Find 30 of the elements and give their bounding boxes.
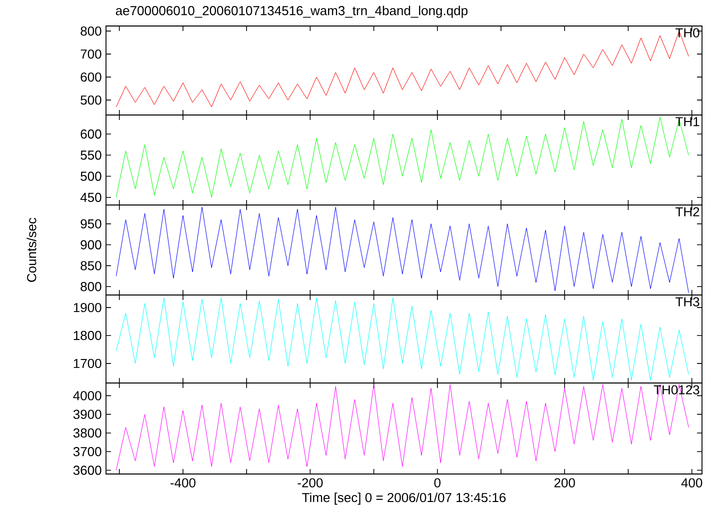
y-axis-title: Counts/sec xyxy=(26,218,36,282)
y-tick-label: 550 xyxy=(80,150,102,160)
y-tick-label: 4000 xyxy=(73,391,102,400)
y-tick-label: 3700 xyxy=(73,447,102,456)
x-tick-label: 0 xyxy=(434,478,441,488)
y-tick-label: 450 xyxy=(80,192,102,202)
y-tick-label: 600 xyxy=(80,129,102,139)
y-tick-label: 900 xyxy=(80,240,102,250)
y-tick-label: 1800 xyxy=(74,330,102,340)
series-label: TH2 xyxy=(676,207,700,216)
y-tick-label: 700 xyxy=(80,49,102,59)
y-tick-label: 850 xyxy=(80,261,102,270)
x-tick-label: 400 xyxy=(681,478,702,488)
x-tick-label: -400 xyxy=(170,478,196,488)
series-label: TH3 xyxy=(676,297,700,306)
y-tick-label: 800 xyxy=(80,26,102,36)
x-tick-label: -200 xyxy=(298,478,323,488)
y-tick-label: 600 xyxy=(80,72,102,82)
y-tick-label: 1900 xyxy=(74,302,102,312)
chart-title: ae700006010_20060107134516_wam3_trn_4band_long.qdp xyxy=(116,6,468,18)
x-tick-label: 200 xyxy=(554,478,575,488)
y-tick-label: 950 xyxy=(80,219,102,228)
y-tick-label: 800 xyxy=(80,282,102,292)
y-tick-label: 3900 xyxy=(73,410,102,419)
x-axis-title: Time [sec] 0 = 2006/01/07 13:45:16 xyxy=(302,492,506,505)
y-tick-label: 1700 xyxy=(74,358,102,368)
y-tick-label: 500 xyxy=(80,95,102,105)
y-tick-label: 3800 xyxy=(73,428,102,438)
y-tick-label: 500 xyxy=(80,172,102,181)
y-tick-label: 3600 xyxy=(73,466,102,475)
